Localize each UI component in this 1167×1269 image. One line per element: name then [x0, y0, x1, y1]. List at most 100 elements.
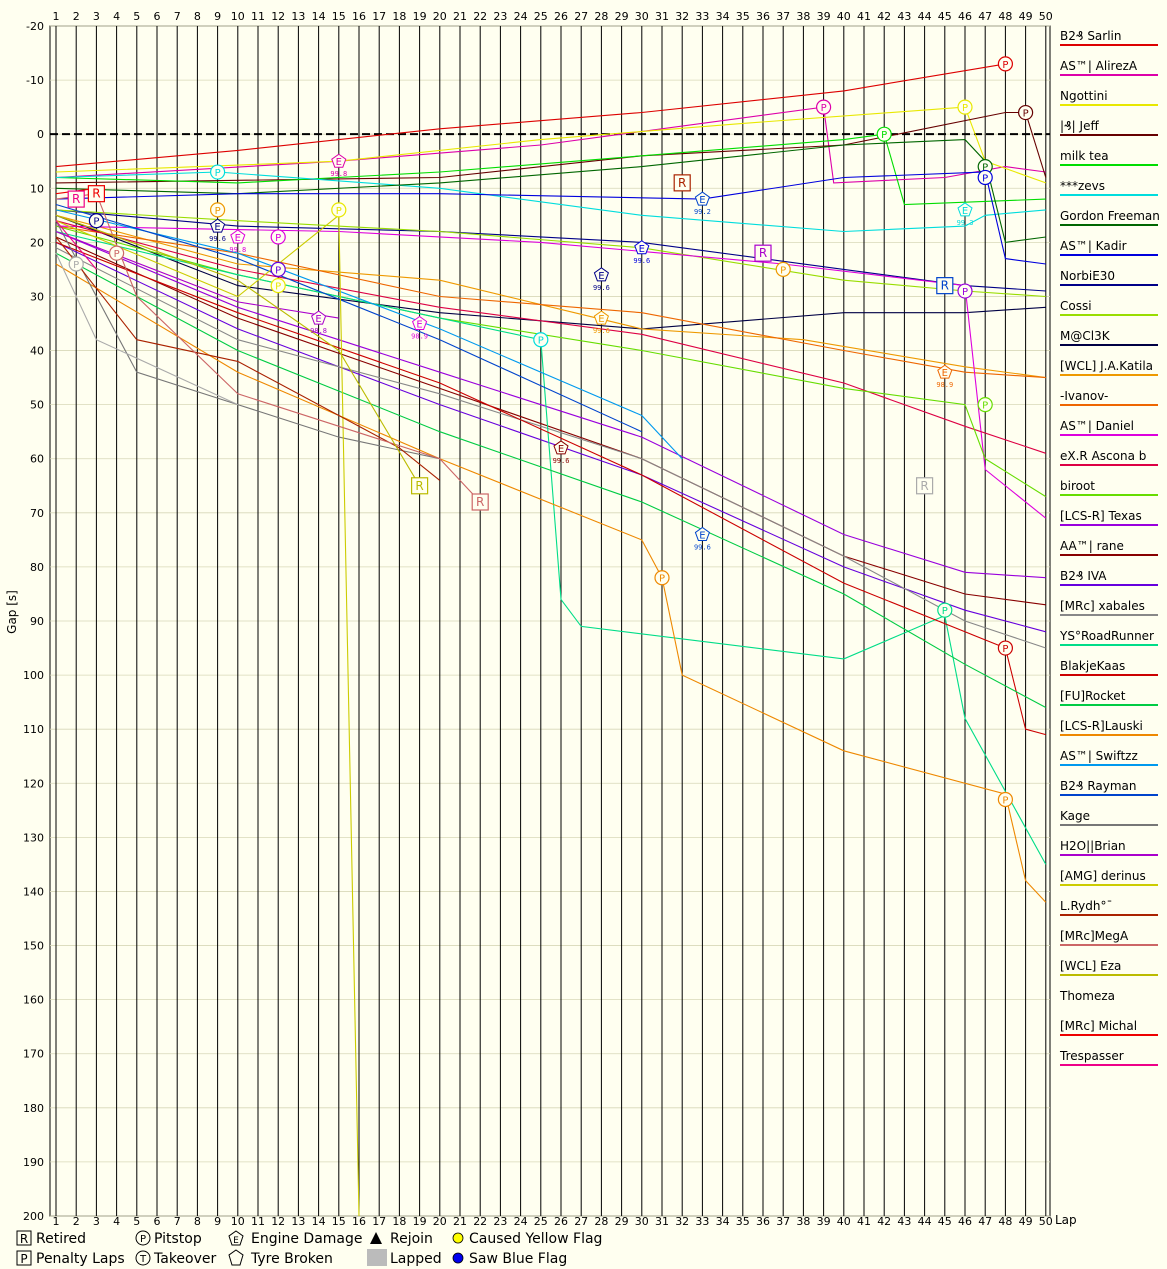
series-line	[55, 220, 97, 270]
series-line	[55, 252, 239, 406]
x-tick-label: 36	[756, 10, 770, 23]
pitstop-marker-icon	[533, 332, 549, 348]
x-tick-label: 12	[271, 1215, 285, 1228]
x-tick-label: 20	[433, 10, 447, 23]
event-marker: R	[471, 493, 489, 511]
legend-entry-label: [WCL] Eza	[1060, 959, 1121, 973]
engine-damage-marker-icon	[331, 153, 347, 168]
takeover-icon-glyph: T	[139, 1254, 147, 1265]
marker-glyph: P	[215, 168, 221, 179]
event-marker: P	[815, 99, 832, 115]
x-axis-label: Lap	[1055, 1213, 1077, 1227]
pitstop-marker-icon	[88, 213, 105, 229]
x-ticks-top: 1 2 3 4 5 6 7 8 9 10 11 12 13 14 15 16 17 18 19 20 21 22 23 24 2…	[53, 10, 1053, 23]
legend-entry-label: BlakjeKaas	[1060, 659, 1125, 673]
retired-icon-glyph: R	[20, 1232, 28, 1246]
legend-entry-label: Thomeza	[1059, 989, 1115, 1003]
event-marker: R	[754, 244, 772, 262]
x-tick-label: 5	[133, 10, 140, 23]
event-marker: P	[977, 169, 993, 186]
x-tick-label: 38	[796, 1215, 810, 1228]
x-tick-label: 25	[534, 1215, 548, 1228]
pitstop-marker-icon	[977, 397, 993, 413]
x-tick-label: 2	[73, 10, 80, 23]
marker-glyph: P	[982, 401, 988, 412]
event-marker: P	[997, 640, 1014, 656]
legend-entry-label: H2O||Brian	[1060, 839, 1126, 853]
y-tick-label: 90	[30, 615, 44, 628]
x-tick-label: 41	[857, 1215, 871, 1228]
legend-entry-label: Trespasser	[1059, 1049, 1124, 1063]
legend-entry-label: B2₰ IVA	[1060, 569, 1107, 583]
event-marker: P	[270, 229, 286, 245]
legend-entry-label: B2₰ Rayman	[1060, 779, 1137, 793]
x-tick-label: 28	[594, 1215, 608, 1228]
x-tick-label: 36	[756, 1215, 770, 1228]
x-tick-label: 29	[615, 1215, 629, 1228]
legend-entry-label: NorbiE30	[1060, 269, 1115, 283]
marker-glyph: E	[336, 157, 342, 168]
x-tick-label: 31	[655, 10, 669, 23]
marker-value-label: 98.9	[936, 381, 953, 389]
y-ticks: -20 -10 0 10 20 30 40 50 60 70 80 90 100 110 120 130 140…	[23, 20, 44, 1223]
series-line	[55, 252, 1047, 708]
legend-entry-label: eX.R Ascona b	[1060, 449, 1146, 463]
marker-glyph: P	[1023, 109, 1029, 120]
engine-damage-marker-icon	[230, 229, 246, 244]
pitstop-marker-icon	[997, 640, 1014, 656]
legend-entry-label: AS™| AlirezA	[1060, 59, 1138, 73]
event-marker: P	[876, 126, 892, 142]
series-line	[55, 214, 1046, 379]
pitstop-label: Pitstop	[154, 1231, 202, 1247]
legend-entry-label: B2₰ Sarlin	[1060, 29, 1122, 43]
x-tick-label: 30	[635, 1215, 649, 1228]
marker-glyph: P	[821, 103, 827, 114]
penalty-laps-icon-glyph: P	[20, 1252, 27, 1266]
pitstop-marker-icon	[997, 791, 1014, 808]
marker-value-label: 99.6	[209, 235, 226, 243]
x-tick-label: 29	[615, 10, 629, 23]
legend-entry-label: YS°RoadRunner	[1059, 629, 1154, 643]
legend-entry-label: Ngottini	[1060, 89, 1108, 103]
marker-glyph: E	[639, 244, 645, 255]
legend-entry-label: -Ivanov-	[1060, 389, 1108, 403]
marker-glyph: E	[558, 444, 564, 455]
pitstop-marker-icon	[270, 229, 286, 245]
marker-glyph: R	[941, 279, 949, 293]
x-tick-label: 12	[271, 10, 285, 23]
x-tick-label: 3	[93, 1215, 100, 1228]
series-line	[55, 236, 441, 481]
event-marker: E 99.6	[553, 440, 569, 465]
y-tick-label: 40	[30, 345, 44, 358]
blue-flag-icon	[452, 1252, 464, 1264]
y-tick-label: 110	[23, 723, 44, 736]
x-tick-label: 3	[93, 10, 100, 23]
takeover-key: T Takeover	[135, 1250, 216, 1267]
event-marker: E 98.8	[310, 310, 327, 335]
series-line	[55, 214, 421, 487]
x-tick-label: 44	[918, 10, 932, 23]
tyre-broken-key: Tyre Broken	[228, 1249, 333, 1267]
takeover-label: Takeover	[153, 1251, 216, 1267]
pitstop-marker-icon	[937, 602, 953, 618]
retired-marker-icon	[936, 277, 954, 295]
marker-glyph: R	[920, 479, 928, 493]
event-marker: E 99.6	[593, 267, 610, 292]
series-line	[55, 209, 683, 460]
engine-damage-icon-glyph: E	[233, 1236, 239, 1246]
engine-damage-label: Engine Damage	[251, 1231, 363, 1247]
x-tick-label: 32	[675, 10, 689, 23]
x-tick-label: 6	[154, 1215, 161, 1228]
event-marker: R	[87, 185, 106, 203]
legend-entry-label: milk tea	[1060, 149, 1109, 163]
penalty-laps-label: Penalty Laps	[36, 1251, 125, 1267]
pitstop-marker-icon	[957, 283, 973, 299]
x-tick-label: 23	[493, 10, 507, 23]
event-marker: E 99.8	[229, 229, 246, 254]
legend-entry-label: Cossi	[1060, 299, 1092, 313]
series-line	[55, 171, 1046, 265]
x-tick-label: 19	[413, 10, 427, 23]
event-marker: E 99.8	[330, 153, 347, 178]
x-tick-label: 8	[194, 1215, 201, 1228]
legend-entry-label: [LCS-R]Lauski	[1060, 719, 1143, 733]
